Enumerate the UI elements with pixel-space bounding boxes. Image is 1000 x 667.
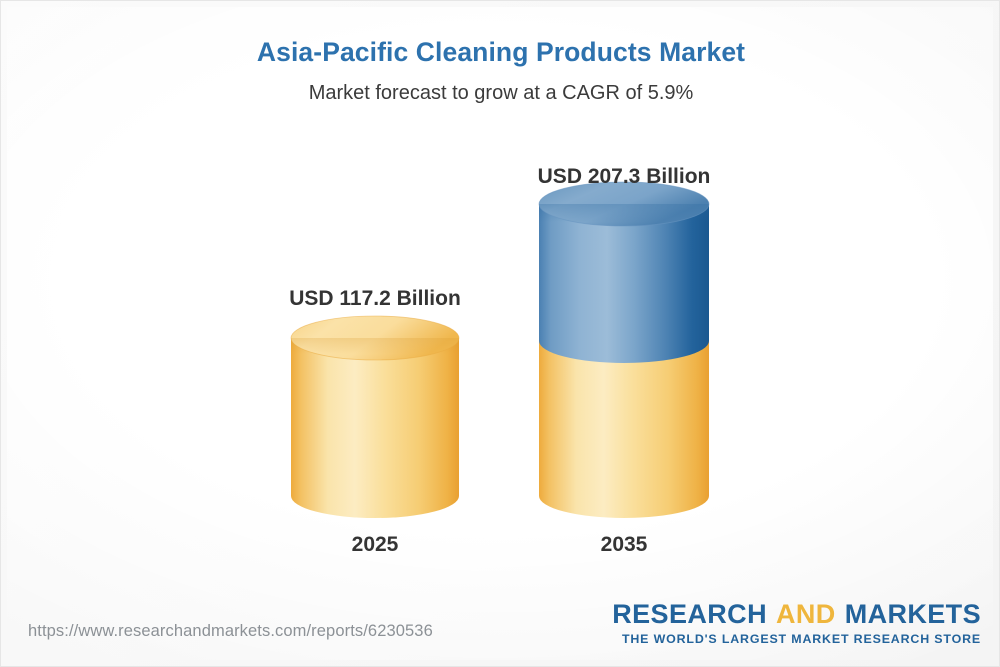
logo-tagline: THE WORLD'S LARGEST MARKET RESEARCH STOR… — [621, 632, 981, 646]
source-url[interactable]: https://www.researchandmarkets.com/repor… — [28, 622, 433, 640]
bar-2025-rim-shade — [291, 338, 459, 354]
page-subtitle: Market forecast to grow at a CAGR of 5.9… — [308, 82, 694, 104]
bar-value-label-2035: USD 207.3 Billion — [537, 165, 711, 188]
bar-2035-body-blue — [539, 204, 709, 363]
bar-cylinder-2025 — [290, 315, 460, 518]
logo-word-research: RESEARCH — [612, 599, 767, 629]
logo-word-and: AND — [775, 599, 836, 629]
bar-cylinder-2035 — [538, 181, 710, 518]
logo-wordmark: RESEARCH AND MARKETS — [612, 601, 981, 628]
logo-word-markets: MARKETS — [844, 599, 981, 629]
bar-category-label-2025: 2025 — [351, 533, 399, 556]
bar-2035-cap-outline — [538, 181, 710, 227]
bar-2025-body — [291, 338, 459, 518]
bar-2025-cap-outline — [290, 315, 460, 361]
chart-plot-area: USD 117.2 Billion USD 207.3 Billion 2025… — [1, 1, 999, 601]
header: Asia-Pacific Cleaning Products Market Ma… — [1, 35, 999, 108]
page-title: Asia-Pacific Cleaning Products Market — [256, 37, 746, 67]
cylinder-bar-chart — [290, 181, 710, 518]
bar-category-label-2035: 2035 — [600, 533, 648, 556]
bar-2035-rim-shade — [539, 204, 709, 222]
bar-value-label-2025: USD 117.2 Billion — [289, 287, 461, 310]
research-and-markets-logo[interactable]: RESEARCH AND MARKETS THE WORLD'S LARGEST M… — [612, 601, 981, 646]
